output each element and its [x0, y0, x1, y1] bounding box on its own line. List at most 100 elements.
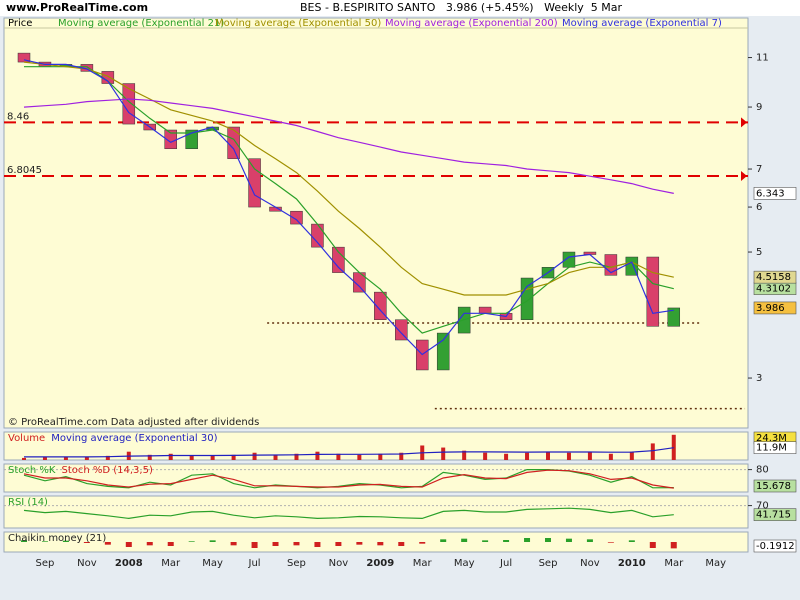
value-tag [753, 441, 797, 454]
series-line [23, 98, 674, 194]
volume-bar [462, 450, 467, 460]
volume-bar [42, 456, 47, 460]
legend-entry: Moving average (Exponential 50) [215, 18, 381, 29]
value-tag-label: 3.986 [756, 303, 785, 314]
value-tag-label: 11.9M [756, 443, 787, 454]
legend-entry: Moving average (Exponential 200) [385, 18, 558, 29]
volume-bar [231, 454, 236, 460]
x-tick-label: Nov [329, 558, 349, 569]
value-tag-label: 4.3102 [756, 284, 791, 295]
histogram-bar [419, 542, 426, 544]
x-tick-label: Nov [580, 558, 600, 569]
histogram-bar [670, 542, 677, 549]
horizontal-line-label: 8.46 [7, 111, 29, 122]
panel [3, 431, 749, 461]
series-line [23, 469, 674, 489]
y-tick-label: 5 [756, 247, 762, 258]
candle [436, 332, 450, 371]
x-tick-label: May [202, 558, 223, 569]
histogram-bar [41, 541, 48, 542]
histogram-bar [377, 542, 384, 546]
volume-bar [608, 453, 613, 460]
histogram-bar [545, 538, 551, 542]
x-tick-label: Jul [248, 558, 261, 569]
chart-note: © ProRealTime.com Data adjusted after di… [8, 417, 259, 428]
value-tag [753, 187, 797, 200]
value-tag-label: -0.1912 [756, 541, 795, 552]
volume-bar [566, 452, 571, 460]
histogram-bar [440, 539, 447, 542]
volume-bar [210, 455, 215, 460]
legend-entry: RSI (14) [8, 497, 48, 508]
volume-bar [441, 447, 446, 460]
volume-bar [315, 451, 320, 460]
histogram-bar [482, 540, 489, 542]
legend-entry: Moving average (Exponential 21) [58, 18, 224, 29]
value-tag-label: 41.715 [756, 510, 791, 521]
volume-bar [504, 453, 509, 460]
x-tick-label: Jul [499, 558, 512, 569]
header-bar [0, 0, 800, 16]
volume-bar [22, 457, 26, 460]
value-tag [753, 270, 797, 284]
candle [332, 246, 345, 273]
candle [478, 306, 492, 314]
value-tag [753, 479, 797, 493]
panel [3, 531, 749, 553]
volume-bar [336, 453, 341, 460]
volume-bar [629, 451, 634, 460]
value-tag-label: 15.678 [756, 481, 791, 492]
histogram-bar [293, 542, 300, 546]
histogram-bar [21, 540, 27, 542]
volume-bar [587, 451, 592, 460]
histogram-bar [628, 540, 635, 542]
candle [667, 307, 681, 327]
value-tag [753, 508, 797, 521]
legend-entry: Stoch %D (14,3,5) [61, 465, 152, 476]
histogram-bar [524, 538, 531, 542]
volume-bar [273, 454, 278, 460]
panel [3, 17, 749, 429]
x-tick-label: Nov [77, 558, 97, 569]
histogram-bar [607, 542, 614, 543]
x-tick-label: Mar [664, 558, 684, 569]
volume-bar [63, 456, 68, 460]
volume-bar [147, 454, 152, 460]
volume-bar [650, 443, 655, 460]
histogram-bar [83, 542, 90, 543]
horizontal-line-label: 6.8045 [7, 165, 42, 176]
histogram-bar [167, 542, 174, 546]
line-end-arrow [741, 171, 747, 182]
y-tick-label: 11 [756, 53, 769, 64]
legend-entry: Moving average (Exponential 7) [562, 18, 722, 29]
histogram-bar [209, 540, 216, 542]
histogram-bar [398, 542, 405, 546]
volume-bar [399, 452, 404, 460]
candle [290, 210, 303, 225]
histogram-bar [565, 538, 572, 542]
volume-bar [546, 451, 550, 460]
y-tick-label: 3 [756, 373, 762, 384]
volume-bar [168, 453, 173, 460]
line-end-arrow [741, 117, 747, 128]
histogram-bar [335, 542, 342, 546]
volume-bar [671, 434, 676, 460]
volume-bar [294, 453, 299, 460]
candle [395, 319, 408, 341]
histogram-bar [146, 542, 153, 546]
y-tick-label: 6 [756, 202, 762, 213]
x-tick-label: May [705, 558, 726, 569]
volume-bar [378, 453, 383, 460]
volume-bar [357, 454, 362, 460]
x-tick-label: Mar [413, 558, 433, 569]
value-tag-label: 6.343 [756, 188, 785, 199]
legend-entry: Price [8, 18, 32, 29]
histogram-bar [125, 542, 132, 547]
legend-entry: Moving average (Exponential 30) [51, 433, 217, 444]
y-tick-label: 7 [756, 164, 762, 175]
candle [311, 223, 324, 248]
value-tag-label: 4.5158 [756, 272, 791, 283]
x-tick-label: 2009 [366, 558, 394, 569]
